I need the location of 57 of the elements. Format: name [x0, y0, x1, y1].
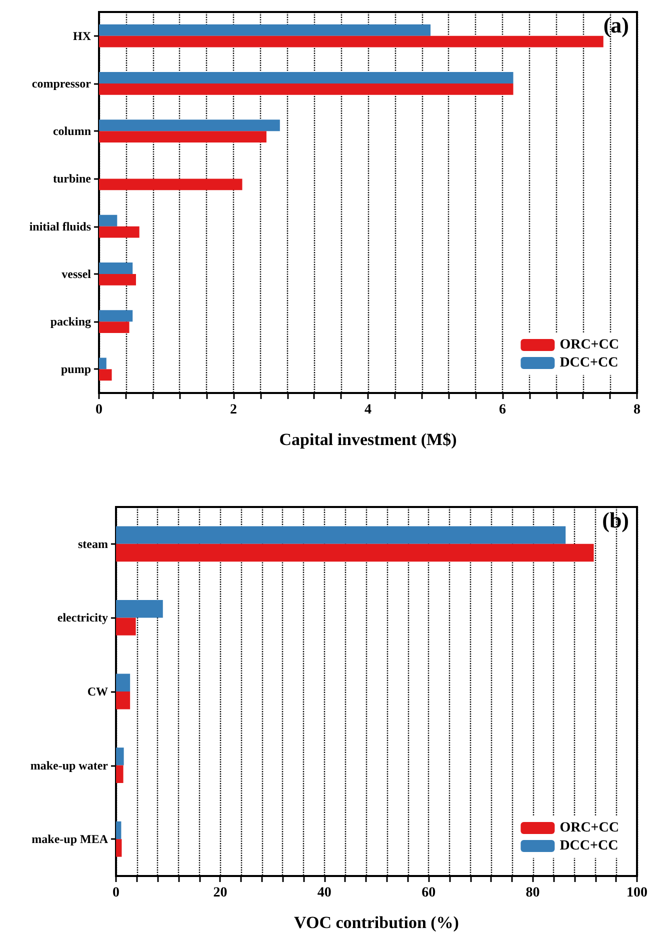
bar	[99, 274, 136, 286]
bar	[99, 226, 140, 238]
y-tick-label: turbine	[52, 172, 92, 186]
y-tick-label: make-up water	[30, 758, 109, 772]
y-tick-label: make-up MEA	[32, 832, 108, 846]
y-tick-label: initial fluids	[29, 219, 92, 234]
legend-label: ORC+CC	[560, 338, 620, 352]
bar	[99, 358, 106, 370]
y-tick-label: CW	[87, 684, 108, 698]
x-tick-label: 8	[634, 402, 640, 418]
bar	[99, 369, 112, 381]
x-axis-title: VOC contribution (%)	[294, 913, 459, 932]
x-tick-label: 0	[112, 886, 120, 900]
bar	[99, 83, 514, 95]
y-tick-label: packing	[50, 314, 91, 329]
x-tick-label: 100	[626, 886, 648, 900]
x-tick-label: 60	[422, 886, 436, 900]
y-tick-label: HX	[73, 28, 92, 43]
y-tick-label: steam	[78, 536, 108, 551]
y-tick-label: column	[52, 124, 92, 138]
x-tick-label: 80	[526, 886, 540, 900]
bar	[99, 72, 514, 84]
x-tick-label: 4	[364, 402, 372, 418]
bar	[99, 24, 431, 36]
x-axis-title: Capital investment (M$)	[279, 430, 457, 449]
bar	[116, 821, 122, 840]
bar	[99, 120, 280, 132]
bar	[116, 526, 566, 544]
y-tick-label: electricity	[57, 610, 108, 625]
bar	[99, 214, 118, 226]
legend-label: DCC+CC	[560, 356, 618, 370]
y-tick-label: compressor	[32, 76, 92, 90]
bar	[99, 178, 242, 190]
bar	[99, 131, 266, 142]
bar	[99, 36, 604, 48]
bar	[116, 600, 163, 618]
legend-label: ORC+CC	[560, 820, 620, 836]
annotation: (a)	[603, 12, 630, 38]
bar	[116, 748, 124, 766]
bar	[116, 765, 124, 784]
bar	[99, 262, 133, 274]
legend-label: DCC+CC	[560, 838, 618, 854]
bar	[116, 674, 130, 692]
x-tick-label: 40	[317, 886, 332, 900]
bar	[116, 839, 122, 857]
bar	[99, 310, 133, 322]
x-tick-label: 0	[96, 402, 102, 418]
bar	[116, 692, 130, 710]
bar	[99, 322, 130, 333]
x-tick-label: 20	[213, 886, 228, 900]
y-tick-label: vessel	[62, 266, 92, 281]
y-tick-label: pump	[60, 362, 92, 376]
annotation: (b)	[602, 508, 630, 532]
x-tick-label: 6	[499, 402, 506, 418]
bar	[116, 544, 594, 562]
x-tick-label: 2	[230, 402, 237, 418]
bar	[116, 618, 136, 636]
